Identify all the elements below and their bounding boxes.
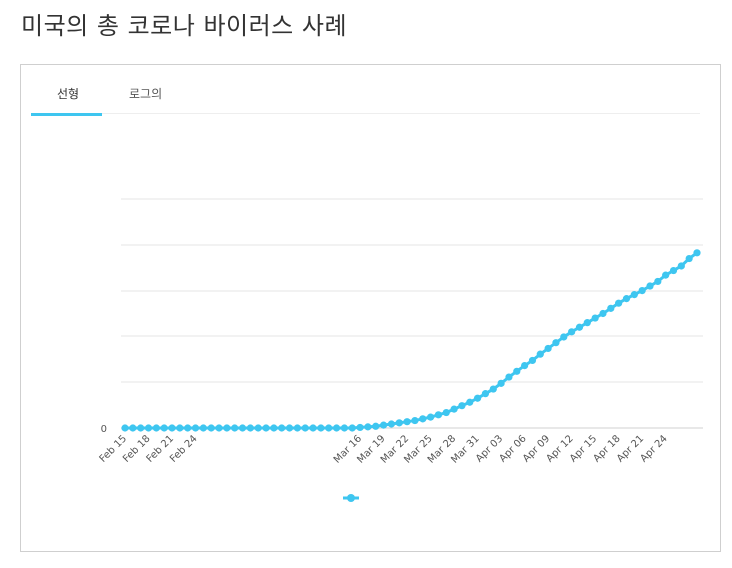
data-point[interactable] (121, 424, 129, 432)
data-point[interactable] (607, 304, 615, 312)
data-point[interactable] (536, 350, 544, 358)
data-point[interactable] (677, 262, 685, 270)
data-point[interactable] (262, 424, 270, 432)
data-point[interactable] (630, 291, 638, 299)
data-point[interactable] (622, 295, 631, 303)
data-point[interactable] (513, 367, 521, 375)
tab-linear[interactable]: 선형 (57, 87, 80, 101)
data-point[interactable] (340, 424, 348, 432)
data-point[interactable] (246, 424, 254, 432)
data-point[interactable] (403, 418, 411, 426)
data-point[interactable] (293, 424, 301, 432)
data-point[interactable] (395, 419, 403, 427)
data-point[interactable] (270, 424, 278, 432)
chart-card: 선형 로그의 0 Feb 15 Feb 18 Feb 21 Feb 24 Mar 16 Ma… (20, 64, 721, 552)
data-point[interactable] (223, 424, 231, 432)
data-point[interactable] (528, 356, 537, 365)
data-point[interactable] (238, 424, 247, 432)
data-point[interactable] (474, 394, 482, 402)
data-point[interactable] (450, 405, 458, 413)
data-point[interactable] (419, 415, 427, 423)
data-point[interactable] (387, 420, 396, 428)
data-point[interactable] (152, 424, 160, 432)
data-point[interactable] (176, 424, 184, 432)
data-point[interactable] (332, 424, 341, 432)
data-point[interactable] (521, 362, 529, 370)
data-point[interactable] (254, 424, 262, 432)
data-point[interactable] (372, 422, 380, 430)
data-point[interactable] (638, 287, 646, 295)
data-point[interactable] (505, 373, 513, 381)
data-point[interactable] (231, 424, 239, 432)
data-point[interactable] (426, 413, 435, 421)
data-point[interactable] (309, 424, 317, 432)
data-point[interactable] (481, 390, 490, 398)
data-point[interactable] (285, 424, 294, 432)
data-point[interactable] (356, 423, 364, 432)
data-point[interactable] (160, 424, 168, 432)
data-point[interactable] (458, 402, 466, 410)
x-tick-label: Apr 24 (639, 433, 670, 464)
data-point[interactable] (348, 424, 356, 432)
data-point[interactable] (599, 309, 607, 318)
data-point[interactable] (489, 385, 497, 393)
data-point[interactable] (129, 424, 137, 432)
data-point[interactable] (411, 416, 419, 425)
data-point[interactable] (497, 379, 505, 387)
data-point[interactable] (442, 408, 450, 417)
data-point[interactable] (662, 271, 670, 279)
data-point[interactable] (317, 424, 325, 432)
data-point[interactable] (379, 421, 388, 429)
data-point[interactable] (583, 319, 591, 327)
data-point[interactable] (685, 254, 693, 263)
data-point[interactable] (575, 323, 584, 331)
data-point[interactable] (466, 398, 474, 406)
tab-log[interactable]: 로그의 (129, 87, 163, 101)
data-point[interactable] (144, 424, 153, 432)
data-point[interactable] (568, 328, 576, 336)
data-point[interactable] (654, 277, 662, 286)
data-point[interactable] (191, 424, 200, 432)
data-point[interactable] (215, 424, 223, 432)
data-point[interactable] (646, 282, 654, 290)
data-point[interactable] (544, 344, 552, 353)
data-point[interactable] (364, 423, 372, 431)
data-point[interactable] (615, 299, 623, 307)
page-title: 미국의 총 코로나 바이러스 사례 (21, 12, 348, 40)
tab-divider (31, 113, 700, 114)
series-line (125, 251, 698, 430)
data-point[interactable] (137, 424, 145, 432)
data-point[interactable] (591, 314, 599, 322)
data-point[interactable] (669, 266, 678, 275)
data-point[interactable] (168, 424, 176, 432)
data-point[interactable] (560, 333, 568, 341)
y-tick-label: 0 (101, 424, 107, 435)
data-point[interactable] (434, 411, 443, 419)
data-point[interactable] (301, 424, 309, 432)
data-point[interactable] (184, 424, 192, 432)
data-point[interactable] (693, 249, 701, 257)
data-point[interactable] (325, 424, 333, 432)
data-point[interactable] (278, 424, 286, 432)
data-point[interactable] (207, 424, 215, 432)
active-tab-indicator (31, 113, 102, 116)
data-point[interactable] (552, 339, 560, 347)
legend-marker[interactable] (347, 494, 355, 502)
data-point[interactable] (199, 424, 207, 432)
